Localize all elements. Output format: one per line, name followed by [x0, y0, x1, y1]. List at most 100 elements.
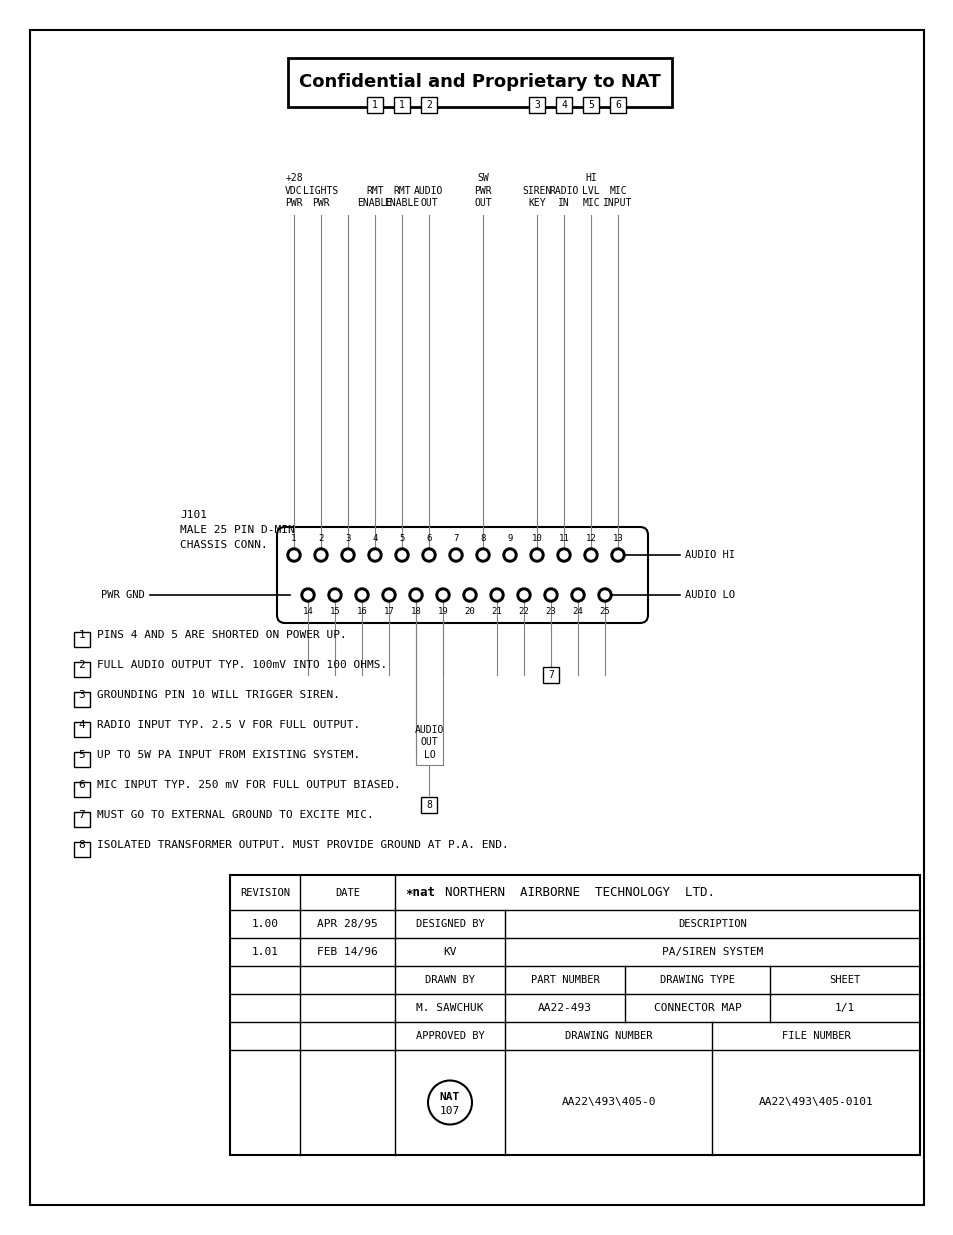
Circle shape	[344, 551, 352, 559]
FancyBboxPatch shape	[288, 58, 671, 107]
Text: SIREN
KEY: SIREN KEY	[521, 185, 551, 207]
Text: 8: 8	[78, 840, 85, 850]
Circle shape	[490, 588, 503, 601]
Text: J101: J101	[180, 510, 207, 520]
Text: 13: 13	[612, 534, 622, 543]
FancyBboxPatch shape	[74, 842, 90, 857]
Text: 5: 5	[399, 534, 404, 543]
Text: SHEET: SHEET	[828, 974, 860, 986]
Text: +28
VDC
PWR: +28 VDC PWR	[285, 173, 302, 207]
Circle shape	[557, 548, 571, 562]
Text: 16: 16	[356, 606, 367, 616]
Text: 24: 24	[572, 606, 583, 616]
Circle shape	[493, 592, 500, 599]
FancyBboxPatch shape	[74, 692, 90, 706]
FancyBboxPatch shape	[529, 98, 544, 112]
FancyBboxPatch shape	[394, 98, 410, 112]
Text: 20: 20	[464, 606, 475, 616]
Text: RMT
ENABLE: RMT ENABLE	[384, 185, 419, 207]
Text: 1: 1	[78, 630, 85, 640]
Circle shape	[409, 588, 422, 601]
Text: Confidential and Proprietary to NAT: Confidential and Proprietary to NAT	[299, 73, 660, 91]
Circle shape	[314, 548, 328, 562]
Text: 11: 11	[558, 534, 569, 543]
Text: 21: 21	[491, 606, 502, 616]
Text: 5: 5	[78, 750, 85, 760]
Circle shape	[505, 551, 514, 559]
Text: FILE NUMBER: FILE NUMBER	[781, 1031, 850, 1041]
Text: MIC
INPUT: MIC INPUT	[602, 185, 632, 207]
Text: 15: 15	[330, 606, 340, 616]
Circle shape	[465, 592, 474, 599]
Text: AUDIO LO: AUDIO LO	[684, 590, 734, 600]
Text: AA22\493\405-0: AA22\493\405-0	[561, 1098, 656, 1108]
Text: AA22-493: AA22-493	[537, 1003, 592, 1013]
Circle shape	[478, 551, 486, 559]
Text: KV: KV	[443, 947, 456, 957]
FancyBboxPatch shape	[421, 797, 437, 813]
Circle shape	[355, 588, 369, 601]
Circle shape	[533, 551, 540, 559]
Circle shape	[424, 551, 433, 559]
Circle shape	[546, 592, 555, 599]
Text: 1.01: 1.01	[252, 947, 278, 957]
FancyBboxPatch shape	[276, 527, 647, 622]
Circle shape	[462, 588, 476, 601]
Text: FEB 14/96: FEB 14/96	[316, 947, 377, 957]
Text: AA22\493\405-0101: AA22\493\405-0101	[758, 1098, 873, 1108]
Text: RMT
ENABLE: RMT ENABLE	[357, 185, 393, 207]
Text: 3: 3	[345, 534, 351, 543]
Text: 107: 107	[439, 1105, 459, 1115]
Text: 19: 19	[437, 606, 448, 616]
Text: 4: 4	[78, 720, 85, 730]
Text: 2: 2	[426, 100, 432, 110]
Circle shape	[600, 592, 608, 599]
Text: SW
PWR
OUT: SW PWR OUT	[474, 173, 492, 207]
Text: AUDIO HI: AUDIO HI	[684, 550, 734, 559]
Circle shape	[328, 588, 341, 601]
Text: 8: 8	[479, 534, 485, 543]
Text: 1/1: 1/1	[834, 1003, 854, 1013]
Text: 22: 22	[518, 606, 529, 616]
Text: 7: 7	[78, 810, 85, 820]
Text: DATE: DATE	[335, 888, 359, 898]
Text: 14: 14	[302, 606, 313, 616]
Text: 4: 4	[372, 534, 377, 543]
Text: 7: 7	[547, 671, 554, 680]
Text: 17: 17	[383, 606, 394, 616]
Text: ISOLATED TRANSFORMER OUTPUT. MUST PROVIDE GROUND AT P.A. END.: ISOLATED TRANSFORMER OUTPUT. MUST PROVID…	[97, 840, 508, 850]
Text: 6: 6	[426, 534, 432, 543]
Text: RADIO INPUT TYP. 2.5 V FOR FULL OUTPUT.: RADIO INPUT TYP. 2.5 V FOR FULL OUTPUT.	[97, 720, 360, 730]
Text: MALE 25 PIN D-MIN: MALE 25 PIN D-MIN	[180, 525, 294, 535]
Circle shape	[371, 551, 378, 559]
FancyBboxPatch shape	[609, 98, 625, 112]
Circle shape	[357, 592, 366, 599]
FancyBboxPatch shape	[74, 811, 90, 827]
Text: 2: 2	[318, 534, 323, 543]
Text: AUDIO
OUT: AUDIO OUT	[414, 185, 443, 207]
Circle shape	[559, 551, 567, 559]
FancyBboxPatch shape	[556, 98, 572, 112]
Text: 9: 9	[507, 534, 512, 543]
Text: DRAWN BY: DRAWN BY	[424, 974, 475, 986]
Text: 12: 12	[585, 534, 596, 543]
Text: MIC INPUT TYP. 250 mV FOR FULL OUTPUT BIASED.: MIC INPUT TYP. 250 mV FOR FULL OUTPUT BI…	[97, 781, 400, 790]
Text: GROUNDING PIN 10 WILL TRIGGER SIREN.: GROUNDING PIN 10 WILL TRIGGER SIREN.	[97, 690, 339, 700]
Text: 7: 7	[453, 534, 458, 543]
Circle shape	[301, 588, 314, 601]
Text: FULL AUDIO OUTPUT TYP. 100mV INTO 100 OHMS.: FULL AUDIO OUTPUT TYP. 100mV INTO 100 OH…	[97, 659, 387, 671]
Text: AUDIO
OUT
LO: AUDIO OUT LO	[415, 725, 444, 760]
Text: 1: 1	[372, 100, 377, 110]
Text: DESIGNED BY: DESIGNED BY	[416, 919, 484, 929]
Text: 4: 4	[560, 100, 566, 110]
Text: 10: 10	[531, 534, 542, 543]
Text: HI
LVL
MIC: HI LVL MIC	[581, 173, 599, 207]
Circle shape	[438, 592, 447, 599]
Circle shape	[381, 588, 395, 601]
Circle shape	[583, 548, 598, 562]
Text: CONNECTOR MAP: CONNECTOR MAP	[653, 1003, 740, 1013]
Circle shape	[331, 592, 338, 599]
Circle shape	[428, 1081, 472, 1125]
Circle shape	[421, 548, 436, 562]
Circle shape	[452, 551, 459, 559]
